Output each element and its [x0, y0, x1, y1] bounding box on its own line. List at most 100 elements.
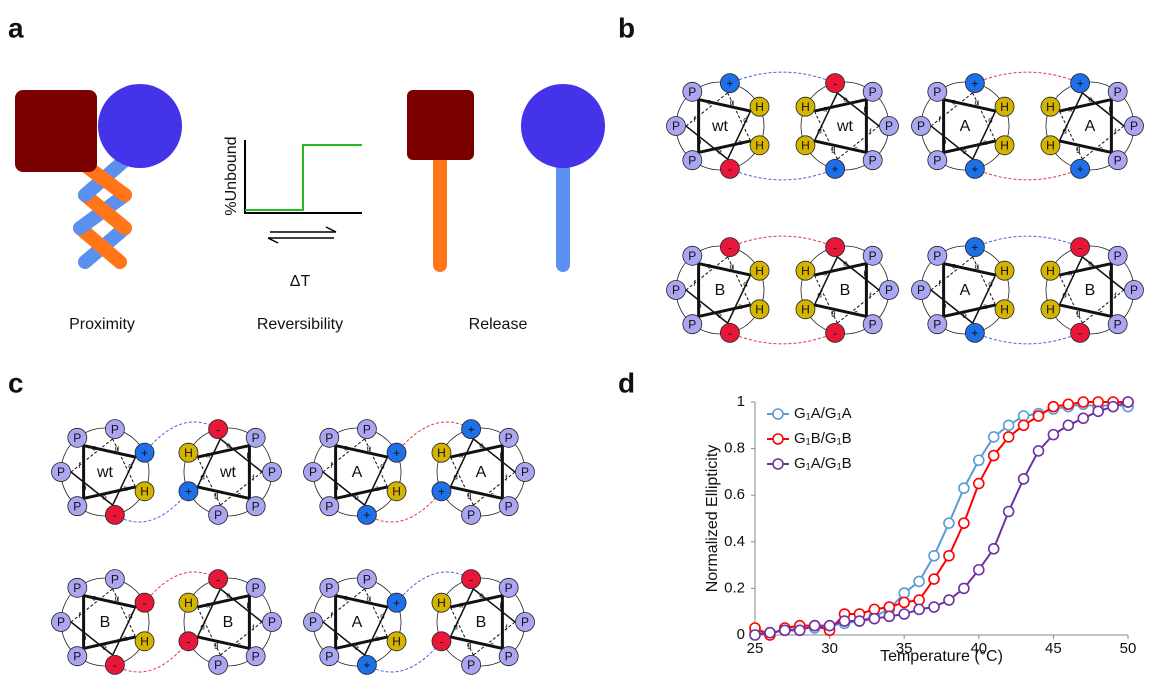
- heptad-letter: g: [214, 490, 218, 499]
- residue-label: P: [521, 465, 529, 479]
- legend-marker: [773, 434, 783, 444]
- data-point: [989, 451, 999, 461]
- residue-label: P: [505, 431, 513, 445]
- residue-label: P: [1114, 317, 1122, 331]
- wheel-label: B: [476, 614, 487, 631]
- data-point: [1004, 432, 1014, 442]
- heptad-letter: b: [247, 451, 252, 460]
- y-tick-label: 1: [737, 393, 745, 410]
- heptad-letter: g: [831, 308, 835, 317]
- residue-label: H: [801, 100, 810, 114]
- data-point: [899, 609, 909, 619]
- heptad-letter: g: [975, 262, 979, 271]
- residue-label: P: [885, 119, 893, 133]
- wheel-label: wt: [96, 464, 114, 481]
- residue-label: -: [216, 422, 220, 436]
- heptad-letter: b: [334, 483, 339, 492]
- heptad-letter: b: [82, 633, 87, 642]
- wheel-label: wt: [836, 118, 854, 135]
- figure: a b c d Proximity %Unbound ΔT Reversibil…: [0, 0, 1157, 690]
- wheel-label: A: [1085, 118, 1096, 135]
- heptad-letter: c: [92, 594, 96, 603]
- data-point: [944, 595, 954, 605]
- y-tick-label: 0.6: [724, 486, 745, 503]
- residue-label: H: [1046, 302, 1055, 316]
- heptad-letter: c: [344, 594, 348, 603]
- heptad-letter: c: [490, 641, 494, 650]
- heptad-letter: d: [453, 623, 457, 632]
- residue-label: P: [57, 615, 65, 629]
- data-point: [1019, 411, 1029, 421]
- data-point: [1078, 413, 1088, 423]
- data-point: [974, 479, 984, 489]
- legend-marker: [773, 409, 783, 419]
- heptad-letter: c: [952, 98, 956, 107]
- data-point: [825, 621, 835, 631]
- wheel-label: A: [960, 118, 971, 135]
- residue-label: P: [325, 649, 333, 663]
- residue-label: P: [252, 431, 260, 445]
- heptad-letter: a: [206, 450, 211, 459]
- heptad-letter: d: [200, 623, 204, 632]
- heptad-letter: d: [988, 280, 992, 289]
- heptad-letter: b: [82, 483, 87, 492]
- residue-label: P: [869, 153, 877, 167]
- heptad-letter: f: [1114, 127, 1117, 136]
- heptad-letter: a: [738, 138, 743, 147]
- heptad-letter: d: [453, 473, 457, 482]
- residue-label: +: [971, 326, 978, 340]
- residue-label: H: [184, 596, 193, 610]
- heptad-letter: c: [854, 145, 858, 154]
- residue-label: P: [1114, 153, 1122, 167]
- data-point: [840, 616, 850, 626]
- heptad-letter: b: [864, 269, 869, 278]
- wheel-label: A: [476, 464, 487, 481]
- interaction-link: [975, 236, 1080, 247]
- wheel-label: wt: [711, 118, 729, 135]
- residue-label: P: [933, 153, 941, 167]
- wheel-label: A: [352, 464, 363, 481]
- heptad-letter: d: [743, 280, 747, 289]
- heptad-letter: g: [467, 640, 471, 649]
- heptad-letter: f: [694, 115, 697, 124]
- residue-label: H: [755, 264, 764, 278]
- heptad-letter: g: [115, 444, 119, 453]
- residue-label: P: [1114, 85, 1122, 99]
- residue-label: P: [363, 572, 371, 586]
- data-point: [1093, 406, 1103, 416]
- data-point: [974, 565, 984, 575]
- heptad-letter: e: [226, 591, 231, 600]
- interaction-link: [730, 169, 835, 180]
- heptad-letter: e: [479, 591, 484, 600]
- heptad-letter: f: [505, 623, 508, 632]
- data-point: [899, 597, 909, 607]
- heptad-letter: g: [730, 98, 734, 107]
- residue-label: H: [1046, 100, 1055, 114]
- residue-label: -: [143, 596, 147, 610]
- data-point: [944, 518, 954, 528]
- y-tick-label: 0.8: [724, 440, 745, 457]
- heptad-letter: b: [942, 137, 947, 146]
- data-point: [1033, 446, 1043, 456]
- residue-label: +: [726, 76, 733, 90]
- residue-label: H: [801, 138, 810, 152]
- residue-label: -: [113, 658, 117, 672]
- reversibility-graph: [245, 140, 362, 243]
- heptad-letter: g: [115, 594, 119, 603]
- data-point: [899, 588, 909, 598]
- data-point: [1004, 507, 1014, 517]
- residue-label: P: [869, 85, 877, 99]
- heptad-letter: a: [823, 104, 828, 113]
- heptad-letter: f: [79, 611, 82, 620]
- residue-label: +: [363, 508, 370, 522]
- heptad-letter: a: [738, 302, 743, 311]
- data-point: [989, 432, 999, 442]
- data-point: [1019, 420, 1029, 430]
- heptad-letter: b: [1109, 105, 1114, 114]
- residue-label: -: [833, 240, 837, 254]
- residue-label: H: [801, 264, 810, 278]
- heptad-letter: f: [79, 461, 82, 470]
- caption: Proximity: [69, 316, 135, 333]
- residue-label: +: [1077, 162, 1084, 176]
- data-point: [959, 518, 969, 528]
